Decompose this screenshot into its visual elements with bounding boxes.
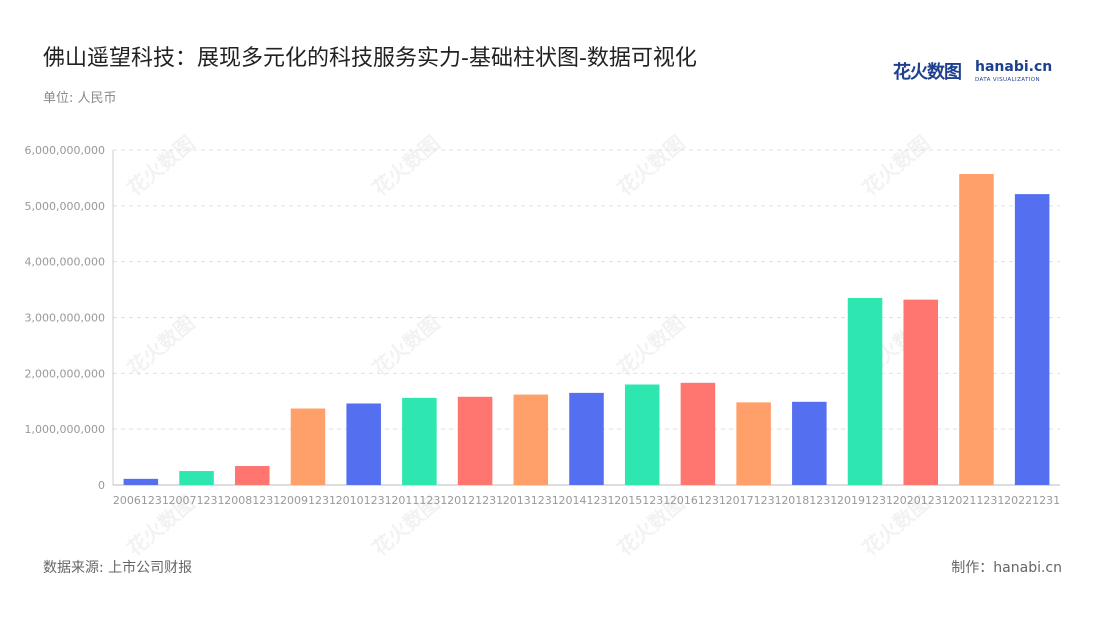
credit-text: 制作：hanabi.cn [951, 560, 1062, 576]
x-tick-label: 20091231 [280, 494, 336, 507]
unit-label: 单位: 人民币 [43, 91, 117, 106]
bar [903, 299, 939, 485]
x-tick-label: 20221231 [1004, 494, 1060, 507]
logo-cn-text: 花火数图 [893, 62, 962, 83]
x-tick-label: 20171231 [726, 494, 782, 507]
x-tick-label: 20161231 [670, 494, 726, 507]
x-tick-label: 20211231 [948, 494, 1004, 507]
bar [234, 466, 270, 485]
x-tick-label: 20151231 [614, 494, 670, 507]
bar [346, 403, 381, 485]
bar [179, 471, 214, 485]
bar [736, 402, 771, 485]
x-tick-label: 20111231 [391, 494, 447, 507]
y-tick-label: 1,000,000,000 [25, 423, 105, 436]
x-tick-label: 20201231 [893, 494, 949, 507]
x-tick-label: 20131231 [503, 494, 559, 507]
data-source: 数据来源: 上市公司财报 [43, 560, 193, 576]
bar [569, 392, 604, 485]
x-tick-label: 20141231 [559, 494, 615, 507]
bar [847, 297, 883, 485]
y-tick-label: 0 [98, 479, 105, 492]
y-tick-label: 5,000,000,000 [25, 200, 105, 213]
logo-en-text: hanabi.cn [975, 59, 1053, 75]
bar [123, 478, 159, 485]
x-tick-label: 20101231 [336, 494, 392, 507]
bar [290, 408, 326, 485]
x-tick-label: 20191231 [837, 494, 893, 507]
x-tick-label: 20181231 [781, 494, 837, 507]
bar [959, 174, 994, 485]
x-tick-label: 20081231 [224, 494, 280, 507]
chart-title: 佛山遥望科技：展现多元化的科技服务实力-基础柱状图-数据可视化 [43, 46, 697, 71]
x-tick-label: 20061231 [113, 494, 169, 507]
bar [624, 384, 660, 485]
x-tick-label: 20071231 [169, 494, 225, 507]
y-tick-label: 4,000,000,000 [25, 256, 105, 269]
bar [792, 401, 827, 485]
brand-logo: 花火数图 hanabi.cn DATA VISUALIZATION [893, 58, 1052, 86]
y-tick-label: 3,000,000,000 [25, 312, 105, 325]
bar [680, 382, 716, 485]
x-tick-label: 20121231 [447, 494, 503, 507]
bar [1014, 194, 1050, 485]
bar [402, 397, 437, 485]
bar [457, 396, 493, 485]
y-tick-label: 2,000,000,000 [25, 367, 105, 380]
y-tick-label: 6,000,000,000 [25, 144, 105, 157]
bar [513, 394, 549, 485]
logo-sub-text: DATA VISUALIZATION [975, 77, 1040, 83]
